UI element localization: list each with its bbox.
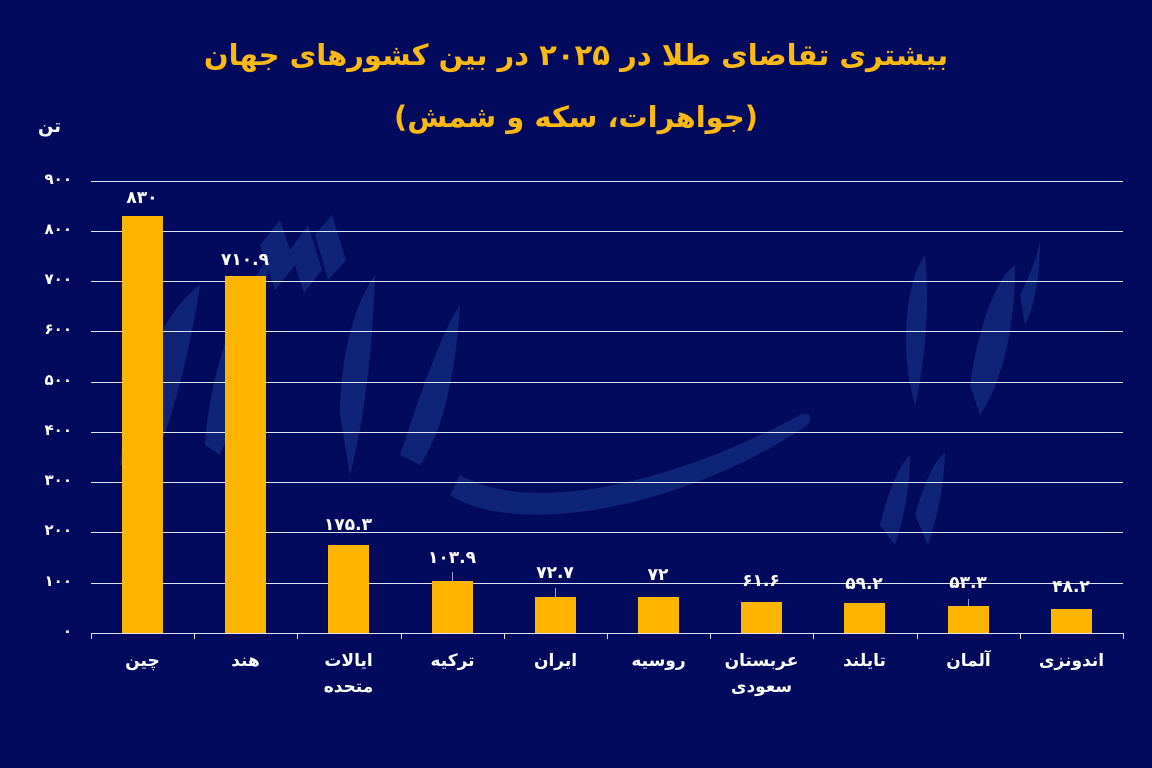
x-tick <box>813 633 814 639</box>
x-tick <box>1020 633 1021 639</box>
gridline-700 <box>91 281 1123 282</box>
gridline-200 <box>91 532 1123 533</box>
y-tick-300: ۳۰۰ <box>44 471 72 489</box>
y-tick-600: ۶۰۰ <box>44 320 72 338</box>
x-tick <box>401 633 402 639</box>
bar-thailand <box>844 603 885 633</box>
gridline-900 <box>91 181 1123 182</box>
category-label-thailand: تایلند <box>843 651 886 671</box>
x-tick <box>91 633 92 639</box>
value-label-germany: ۵۳.۳ <box>949 573 987 593</box>
x-tick <box>194 633 195 639</box>
value-label-china: ۸۳۰ <box>126 188 158 208</box>
category-label-indonesia: اندونزی <box>1038 651 1105 671</box>
x-tick <box>917 633 918 639</box>
bar-russia <box>638 597 679 633</box>
x-tick <box>1123 633 1124 639</box>
category-label-united-states: ایالات متحده <box>323 651 374 697</box>
y-tick-100: ۱۰۰ <box>44 572 72 590</box>
y-tick-800: ۸۰۰ <box>44 220 72 238</box>
value-label-indonesia: ۴۸.۲ <box>1052 577 1090 597</box>
bar-china <box>122 216 163 633</box>
gridline-500 <box>91 382 1123 383</box>
category-label-iran: ایران <box>533 651 578 671</box>
y-tick-0: ۰ <box>62 622 72 640</box>
value-label-iran: ۷۲.۷ <box>536 563 574 583</box>
x-tick <box>607 633 608 639</box>
bar-indonesia <box>1051 609 1092 633</box>
y-tick-900: ۹۰۰ <box>44 170 72 188</box>
x-tick <box>710 633 711 639</box>
category-label-saudi-arabia: عربستان سعودی <box>724 651 799 697</box>
bar-saudi-arabia <box>741 602 782 633</box>
category-label-china: چین <box>125 651 160 671</box>
bar-india <box>225 276 266 633</box>
leader-line-iran <box>555 588 556 597</box>
leader-line-germany <box>968 599 969 606</box>
value-label-india: ۷۱۰.۹ <box>221 250 269 270</box>
category-label-turkey: ترکیه <box>430 651 475 671</box>
chart-subtitle: (جواهرات، سکه و شمش) <box>393 100 758 134</box>
value-label-saudi-arabia: ۶۱.۶ <box>742 571 780 591</box>
leader-line-turkey <box>452 572 453 581</box>
chart-title: بیشتری تقاضای طلا در ۲۰۲۵ در بین کشورهای… <box>203 38 949 72</box>
category-label-india: هند <box>231 651 260 671</box>
y-axis-unit-label: تن <box>38 116 61 137</box>
gridline-300 <box>91 482 1123 483</box>
category-label-russia: روسیه <box>631 651 686 671</box>
category-label-germany: آلمان <box>946 651 991 671</box>
y-tick-700: ۷۰۰ <box>44 270 72 288</box>
bar-germany <box>948 606 989 633</box>
x-tick <box>297 633 298 639</box>
value-label-russia: ۷۲ <box>647 565 669 585</box>
gridline-600 <box>91 331 1123 332</box>
y-tick-200: ۲۰۰ <box>44 521 72 539</box>
bar-turkey <box>432 581 473 633</box>
x-tick <box>504 633 505 639</box>
value-label-turkey: ۱۰۳.۹ <box>428 548 476 568</box>
gridline-800 <box>91 231 1123 232</box>
gridline-400 <box>91 432 1123 433</box>
bar-united-states <box>328 545 369 633</box>
gridline-100 <box>91 583 1123 584</box>
y-tick-500: ۵۰۰ <box>44 371 72 389</box>
bar-iran <box>535 597 576 633</box>
y-tick-400: ۴۰۰ <box>44 421 72 439</box>
value-label-thailand: ۵۹.۲ <box>845 574 883 594</box>
value-label-united-states: ۱۷۵.۳ <box>324 515 372 535</box>
